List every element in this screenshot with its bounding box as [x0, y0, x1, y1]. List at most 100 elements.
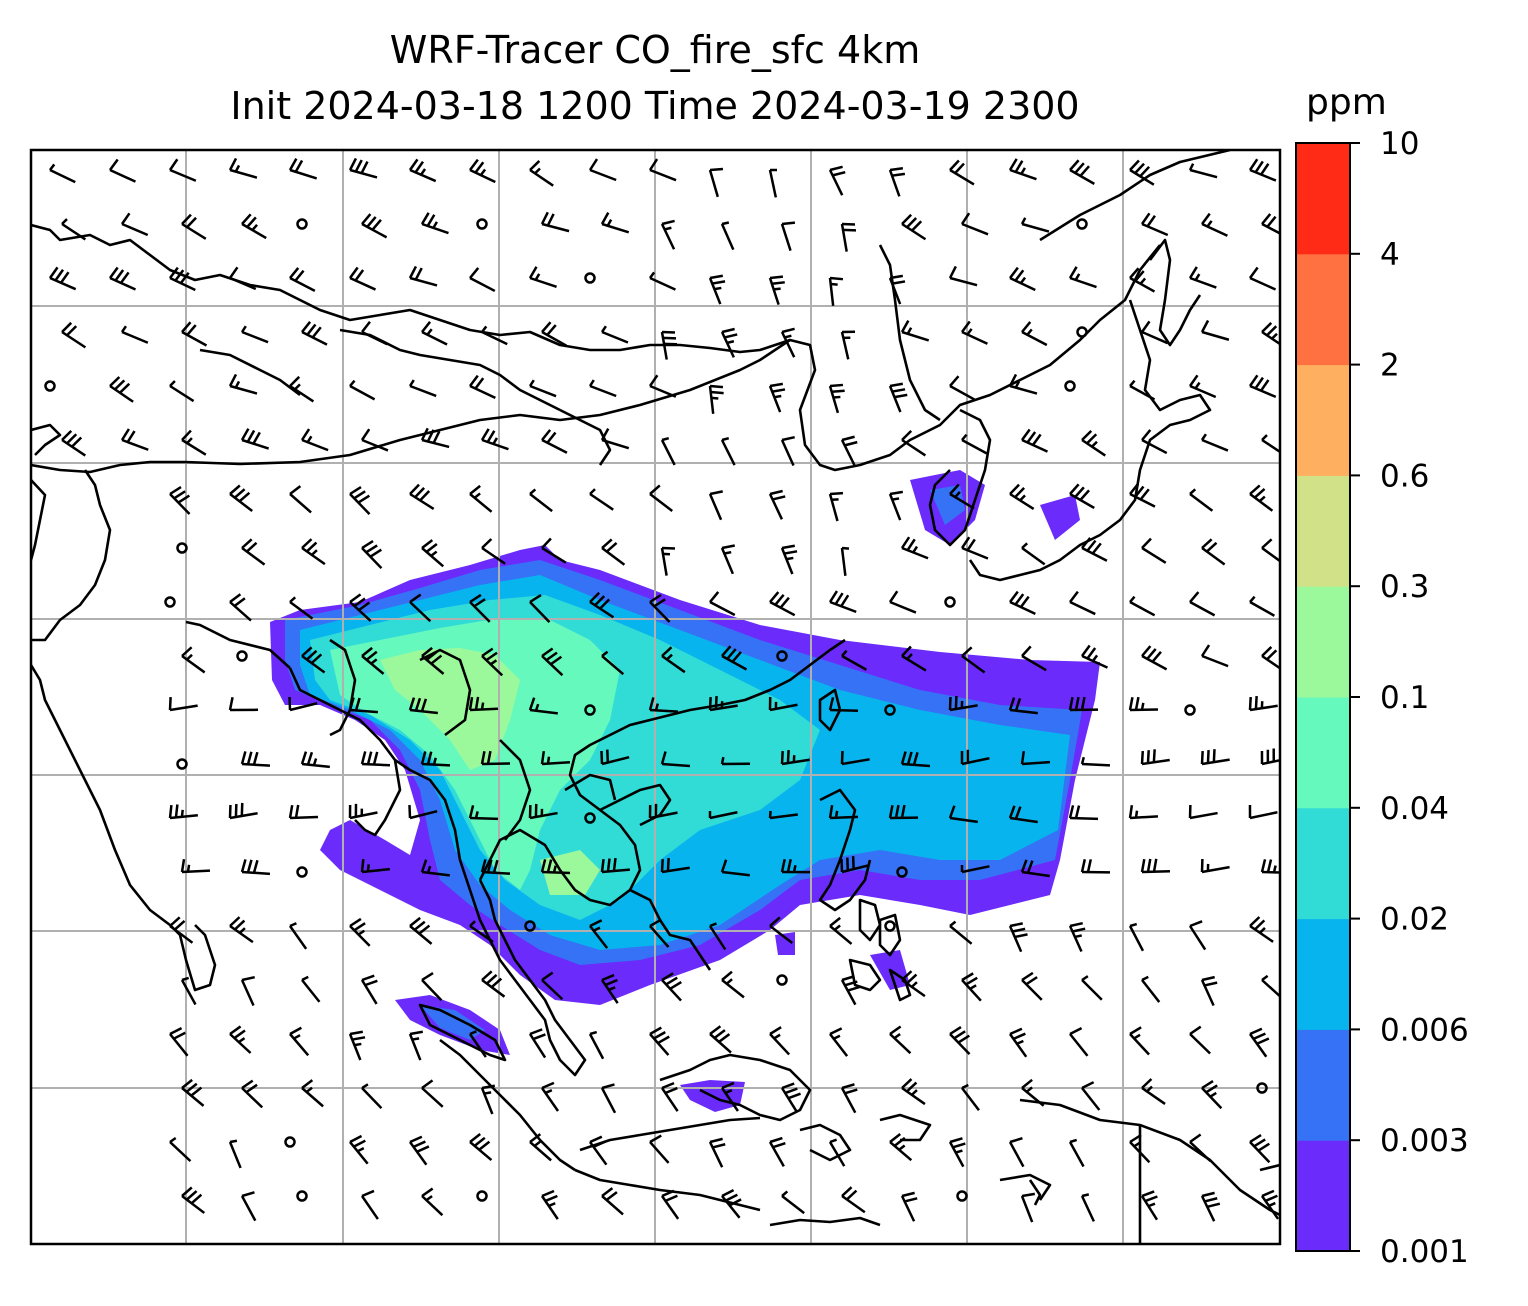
wind-barb: [408, 1030, 424, 1061]
wind-barb: [601, 1187, 624, 1216]
wind-barb: [660, 1081, 679, 1112]
wind-barb: [1081, 537, 1108, 562]
wind-barb: [541, 321, 568, 347]
wind-barb: [44, 380, 56, 392]
wind-barb: [1188, 374, 1217, 399]
wind-barb: [828, 276, 844, 306]
wind-barb: [348, 697, 379, 714]
wind-barb: [540, 859, 571, 875]
wind-barb: [1020, 428, 1049, 453]
wind-barb: [841, 1186, 866, 1214]
wind-barb: [476, 1190, 488, 1202]
wind-barb: [589, 591, 615, 619]
wind-barb: [900, 320, 930, 342]
wind-barb: [1200, 749, 1230, 766]
wind-barb: [721, 1188, 742, 1219]
wind-barb: [1080, 859, 1111, 874]
wind-barb: [780, 859, 811, 874]
wind-barb: [180, 858, 211, 874]
wind-barb: [1008, 805, 1038, 824]
wind-barb: [589, 488, 614, 511]
wind-barb: [1069, 483, 1095, 510]
wind-barb: [480, 859, 511, 875]
map-frame: [29, 148, 1282, 1246]
wind-barb: [768, 1136, 786, 1167]
wind-barb: [480, 1084, 496, 1115]
wind-barb: [589, 919, 609, 949]
wind-barbs: [44, 157, 1280, 1223]
wind-barb: [1260, 748, 1280, 766]
wind-barb: [888, 590, 917, 614]
wind-barb: [600, 749, 630, 766]
wind-barb: [1200, 644, 1229, 668]
wind-barb: [1141, 429, 1168, 455]
colorbar-tick-label: 10: [1380, 126, 1419, 162]
wind-barb: [420, 751, 451, 767]
wind-barb: [529, 160, 554, 187]
wind-barb: [301, 646, 326, 674]
wind-barb: [529, 593, 551, 623]
wind-barb: [229, 1025, 252, 1054]
wind-barb: [1201, 538, 1226, 566]
wind-barb: [600, 857, 631, 874]
wind-barb: [469, 593, 491, 623]
wind-barb: [289, 1026, 310, 1057]
wind-barb: [949, 1025, 971, 1055]
wind-barb: [1008, 373, 1038, 395]
wind-barb: [289, 596, 314, 620]
wind-barb: [1069, 1027, 1089, 1057]
wind-barb: [1129, 595, 1156, 617]
wind-barb: [289, 375, 315, 403]
wind-barb: [481, 970, 506, 998]
wind-barb: [361, 540, 383, 570]
wind-barb: [1261, 321, 1280, 346]
colorbar-segment: [1296, 364, 1350, 476]
colorbar-tick-label: 0.6: [1380, 458, 1429, 494]
wind-barb: [828, 165, 846, 196]
wind-barb: [660, 546, 676, 576]
wind-barb: [888, 274, 906, 305]
wind-barb: [1008, 922, 1028, 953]
wind-barb: [480, 750, 511, 766]
wind-barb: [1021, 645, 1047, 672]
wind-barb: [1008, 590, 1036, 615]
wind-barb: [469, 267, 496, 293]
wind-barb: [528, 1028, 547, 1059]
wind-barb: [776, 650, 788, 662]
wind-barb: [840, 856, 870, 874]
wind-barb: [541, 971, 564, 1001]
wind-barb: [1021, 542, 1046, 566]
wind-barb: [828, 1138, 846, 1167]
wind-barb: [1200, 433, 1229, 452]
colorbar-tick-label: 0.02: [1380, 902, 1449, 938]
wind-barb: [164, 596, 176, 608]
wind-barb: [840, 750, 870, 766]
wind-barb: [960, 212, 989, 236]
wind-barb: [1249, 916, 1274, 943]
wind-barb: [349, 485, 371, 515]
wind-barb: [228, 802, 258, 820]
wind-barb: [961, 433, 988, 455]
wind-barb: [949, 375, 976, 401]
wind-barb: [469, 484, 493, 513]
wind-barb: [1140, 858, 1171, 874]
wind-barb: [1141, 537, 1167, 564]
co-field-level-0001-luzon: [775, 932, 795, 955]
wind-barb: [296, 866, 308, 878]
wind-barb: [829, 916, 853, 945]
wind-barb: [769, 1026, 791, 1056]
wind-barb: [1249, 1134, 1271, 1164]
wind-barb: [301, 975, 321, 1003]
wind-barb: [708, 810, 738, 820]
wind-barb: [900, 536, 929, 560]
wind-barb: [1064, 380, 1076, 392]
wind-barb: [661, 646, 686, 674]
wind-barb: [421, 321, 448, 346]
wind-barb: [841, 649, 868, 671]
wind-barb: [181, 321, 208, 347]
wind-barb: [1068, 696, 1099, 712]
wind-barb: [528, 803, 558, 820]
wind-barb: [901, 429, 927, 457]
wind-barb: [61, 218, 87, 241]
colorbar-segment: [1296, 586, 1350, 698]
